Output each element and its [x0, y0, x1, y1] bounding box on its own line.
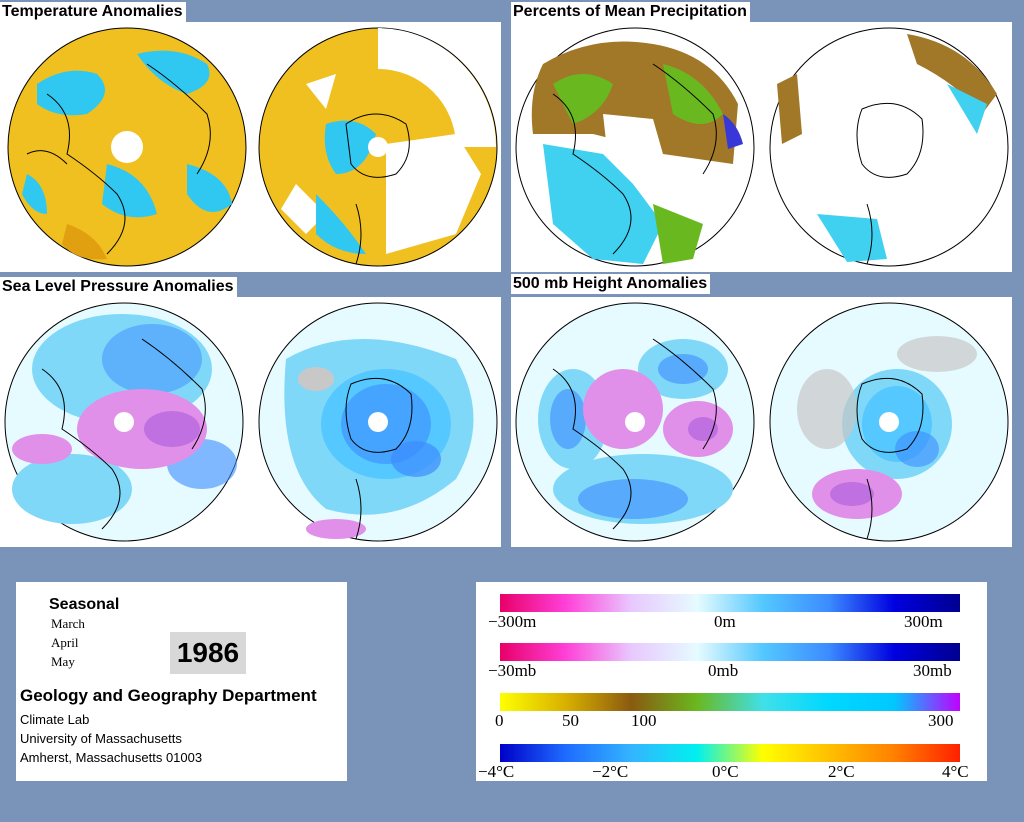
precip-tick-label: 50: [562, 711, 579, 730]
month-label: April: [51, 635, 79, 650]
height-panel: [511, 297, 1012, 547]
month-label: May: [51, 654, 75, 669]
pressure-tick-label: −30mb: [488, 661, 537, 680]
slp-sh-globe: [258, 302, 498, 542]
season-heading: Seasonal: [49, 596, 120, 613]
address-line: Amherst, Massachusetts 01003: [20, 750, 203, 765]
address-line: Climate Lab: [20, 712, 90, 727]
temperature-nh-globe: [7, 27, 247, 267]
height-sh-globe: [769, 302, 1009, 542]
department-name: Geology and Geography Department: [20, 686, 317, 705]
temperature-tick-label: 0°C: [712, 762, 739, 781]
precip-tick-label: 0: [495, 711, 504, 730]
info-box: Seasonal March April May 1986 Geology an…: [16, 582, 347, 781]
precip-color-bar: [500, 693, 960, 711]
slp-panel: [0, 297, 501, 547]
height-tick-label: 0m: [714, 612, 736, 631]
address-line: University of Massachusetts: [20, 731, 182, 746]
pressure-tick-label: 0mb: [708, 661, 739, 680]
height-panel-title: 500 mb Height Anomalies: [511, 274, 711, 294]
temperature-panel-title: Temperature Anomalies: [0, 2, 186, 22]
precipitation-sh-globe: [769, 27, 1009, 267]
temperature-color-bar: [500, 744, 960, 762]
precip-tick-label: 100: [631, 711, 657, 730]
slp-nh-globe: [4, 302, 244, 542]
pressure-color-bar: [500, 643, 960, 661]
slp-panel-title: Sea Level Pressure Anomalies: [0, 277, 237, 297]
month-label: March: [51, 616, 85, 631]
height-color-bar: [500, 594, 960, 612]
year-badge: 1986: [170, 632, 246, 674]
pressure-tick-label: 30mb: [913, 661, 952, 680]
temperature-tick-label: −4°C: [478, 762, 515, 781]
temperature-tick-label: 2°C: [828, 762, 855, 781]
height-tick-label: −300m: [488, 612, 537, 631]
precipitation-nh-globe: [515, 27, 755, 267]
precipitation-panel: [511, 22, 1012, 272]
temperature-sh-globe: [258, 27, 498, 267]
height-tick-label: 300m: [904, 612, 943, 631]
temperature-tick-label: 4°C: [942, 762, 969, 781]
height-nh-globe: [515, 302, 755, 542]
precipitation-panel-title: Percents of Mean Precipitation: [511, 2, 750, 22]
color-legend: −300m 0m 300m −30mb 0mb 30mb 0 50 100 30…: [476, 582, 987, 781]
precip-tick-label: 300: [928, 711, 954, 730]
temperature-tick-label: −2°C: [592, 762, 629, 781]
temperature-panel: [0, 22, 501, 272]
